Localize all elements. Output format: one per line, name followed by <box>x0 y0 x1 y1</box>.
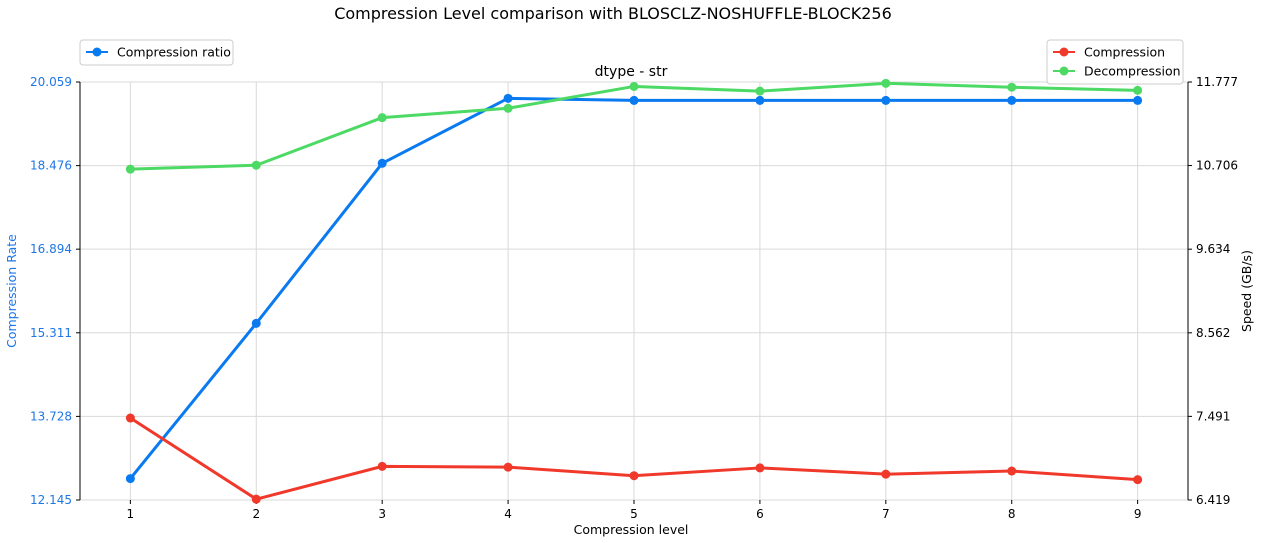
compression-ratio-point <box>755 95 765 105</box>
legend-swatch-marker-decompression <box>1059 66 1069 76</box>
left-tick-label: 18.476 <box>30 159 72 173</box>
right-tick-label: 10.706 <box>1196 159 1238 173</box>
decompression-point <box>881 78 891 88</box>
compression-ratio-point <box>629 95 639 105</box>
compression-ratio-point <box>1133 95 1143 105</box>
compression-point <box>1133 475 1143 485</box>
x-tick-label: 2 <box>252 507 260 521</box>
x-axis-label: Compression level <box>574 522 689 537</box>
x-tick-label: 7 <box>882 507 890 521</box>
compression-point <box>1007 466 1017 476</box>
right-tick-label: 6.419 <box>1196 493 1230 507</box>
x-tick-label: 5 <box>630 507 638 521</box>
compression-ratio-point <box>125 474 135 484</box>
left-tick-label: 13.728 <box>30 409 72 423</box>
axes <box>76 81 1192 504</box>
left-tick-label: 15.311 <box>30 326 72 340</box>
series-lines <box>125 78 1143 504</box>
compression-point <box>251 494 261 504</box>
left-tick-label: 12.145 <box>30 493 72 507</box>
decompression-point <box>1007 82 1017 92</box>
x-tick-label: 3 <box>378 507 386 521</box>
decompression-point <box>503 103 513 113</box>
compression-point <box>881 469 891 479</box>
compression-point <box>629 471 639 481</box>
left-y-axis-label: Compression Rate <box>4 234 19 348</box>
compression-point <box>503 462 513 472</box>
decompression-point <box>1133 85 1143 95</box>
legend-swatch-marker-compression-ratio <box>92 47 102 57</box>
legend-label-compression-ratio: Compression ratio <box>117 45 231 60</box>
compression-ratio-point <box>503 93 513 103</box>
compression-ratio-point <box>881 95 891 105</box>
x-tick-label: 8 <box>1008 507 1016 521</box>
x-tick-label: 4 <box>504 507 512 521</box>
legend-swatch-marker-compression <box>1059 47 1069 57</box>
right-tick-label: 8.562 <box>1196 326 1230 340</box>
decompression-point <box>377 113 387 123</box>
compression-point <box>125 413 135 423</box>
compression-ratio-point <box>1007 95 1017 105</box>
tick-labels: 1 2 3 4 5 6 7 8 9 12.145 13.728 15.311 16.894 18.476 2… <box>30 75 1238 521</box>
legend-box <box>1046 39 1184 85</box>
grid-lines <box>80 81 1188 501</box>
x-tick-label: 6 <box>756 507 764 521</box>
left-tick-label: 16.894 <box>30 242 72 256</box>
right-tick-label: 7.491 <box>1196 409 1230 423</box>
x-tick-label: 1 <box>127 507 135 521</box>
right-y-axis-label: Speed (GB/s) <box>1239 250 1254 332</box>
legend-box <box>79 39 234 66</box>
x-tick-label: 9 <box>1134 507 1142 521</box>
left-tick-label: 20.059 <box>30 75 72 89</box>
decompression-point <box>125 164 135 174</box>
decompression-point <box>755 86 765 96</box>
compression-point <box>377 461 387 471</box>
compression-ratio-point <box>251 318 261 328</box>
compression-ratio-point <box>377 158 387 168</box>
right-tick-label: 11.777 <box>1196 75 1238 89</box>
right-tick-label: 9.634 <box>1196 242 1230 256</box>
decompression-point <box>251 160 261 170</box>
chart-title: Compression Level comparison with BLOSCL… <box>334 4 892 23</box>
decompression-point <box>629 81 639 91</box>
legend-label-decompression: Decompression <box>1084 64 1181 79</box>
compression-point <box>755 463 765 473</box>
legends: Compression ratio Compression Decompressio… <box>79 39 1184 85</box>
chart-subtitle: dtype - str <box>595 64 668 80</box>
legend-label-compression: Compression <box>1084 45 1165 60</box>
